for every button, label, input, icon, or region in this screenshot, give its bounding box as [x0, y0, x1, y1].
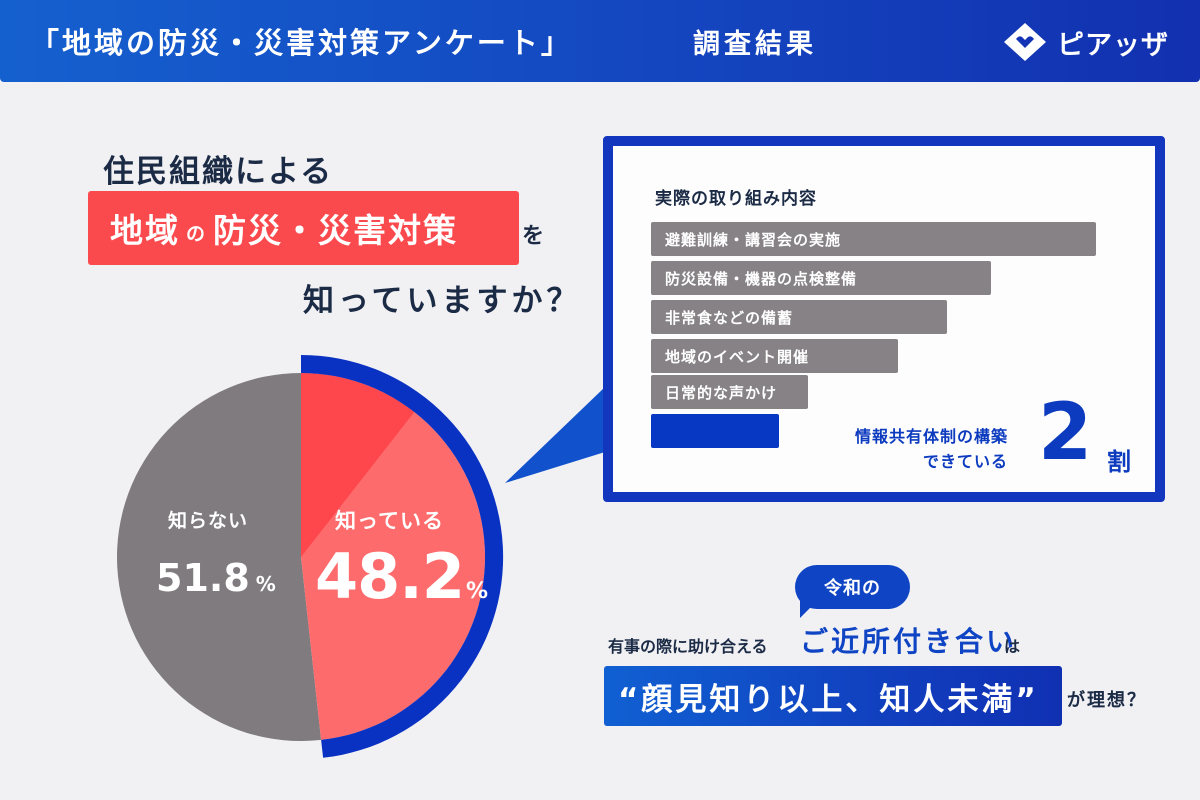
question-particle: を: [522, 224, 545, 249]
highlight-word-region: 地域: [110, 211, 180, 250]
activity-bar: 非常食などの備蓄: [651, 300, 947, 334]
activity-bar: 防災設備・機器の点検整備: [651, 261, 991, 295]
info-sharing-unit: 割: [1107, 448, 1131, 476]
percent-sign: %: [255, 572, 276, 596]
activity-bar: 避難訓練・講習会の実施: [651, 222, 1096, 256]
pie-label-yes: 知っている: [335, 509, 444, 533]
speech-bubble-tail: [800, 600, 818, 618]
conclusion-tail: が理想？: [1067, 690, 1147, 711]
pie-value-no: 51.8%: [156, 556, 276, 600]
percent-sign: %: [465, 579, 489, 604]
activity-bar: 日常的な声かけ: [651, 375, 808, 409]
conclusion-particle: は: [1004, 637, 1021, 656]
brand-name: ピアッザ: [1057, 29, 1169, 61]
pie-value-no-number: 51.8: [156, 556, 250, 600]
info-sharing-label: 情報共有体制の構築 できている: [798, 424, 1008, 474]
activities-panel: 実際の取り組み内容 避難訓練・講習会の実施 防災設備・機器の点検整備 非常食など…: [603, 136, 1165, 502]
highlight-particle: の: [186, 222, 206, 245]
info-sharing-number: 2: [1038, 388, 1093, 478]
question-highlight-box: 地域 の 防災・災害対策: [88, 191, 519, 265]
header-banner: 「地域の防災・災害対策アンケート」 調査結果 ピアッザ: [0, 0, 1200, 82]
survey-subtitle: 調査結果: [693, 29, 817, 60]
callout-pointer: [505, 387, 605, 483]
pie-value-yes-number: 48.2: [315, 540, 465, 613]
activity-bar: 地域のイベント開催: [651, 339, 898, 373]
brand-logo[interactable]: ピアッザ: [1003, 22, 1169, 62]
pie-value-yes: 48.2%: [315, 540, 488, 613]
question-line-3: 知っていますか？: [303, 283, 582, 319]
info-sharing-line-1: 情報共有体制の構築: [854, 427, 1008, 446]
info-sharing-line-2: できている: [922, 452, 1008, 471]
survey-title: 「地域の防災・災害対策アンケート」: [30, 26, 573, 60]
panel-title: 実際の取り組み内容: [655, 189, 817, 209]
conclusion-prefix: 有事の際に助け合える: [608, 637, 768, 656]
highlight-word-disaster: 防災・災害対策: [213, 211, 459, 250]
conclusion-emphasis: ご近所付き合い: [800, 625, 1018, 658]
conclusion-highlight-box: “顔見知り以上、知人未満”: [604, 666, 1062, 726]
info-sharing-bar: [651, 414, 779, 448]
question-line-1: 住民組織による: [103, 154, 334, 190]
pie-label-no: 知らない: [168, 510, 249, 532]
pie-slice-no: [117, 373, 322, 741]
diamond-heart-icon: [1004, 23, 1046, 61]
pie-subslice-yes-dark: [301, 372, 415, 557]
